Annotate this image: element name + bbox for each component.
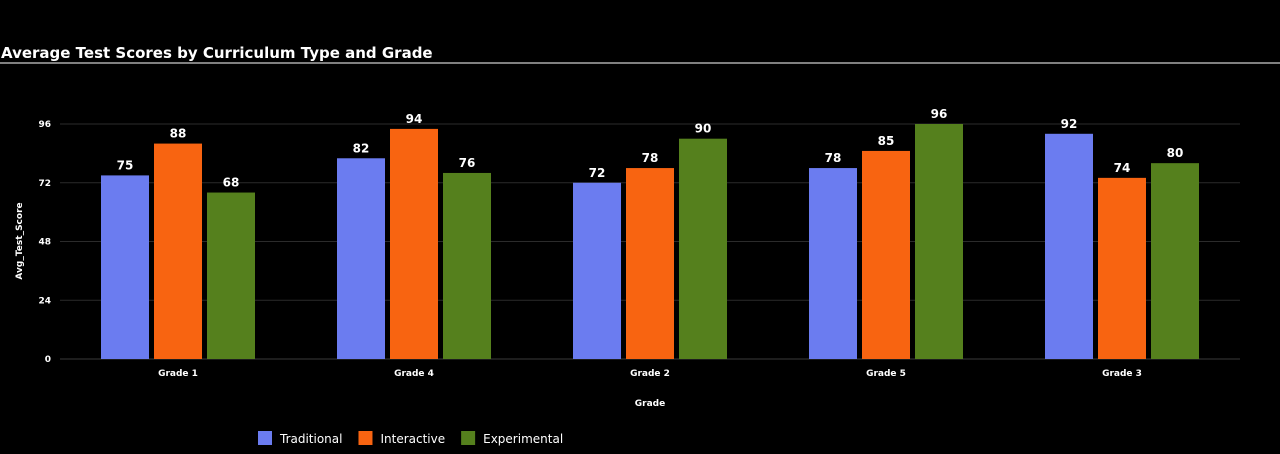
y-tick-label: 96 [38,120,51,130]
legend-label: Experimental [483,432,563,446]
bar-value-label: 94 [406,112,423,126]
bar-experimental [679,138,727,359]
bar-traditional [101,175,149,359]
bar-traditional [337,158,385,359]
bar-interactive [626,168,674,359]
bar-interactive [390,128,438,359]
bars [101,124,1199,359]
bar-value-label: 68 [223,176,240,190]
legend-item-experimental[interactable]: Experimental [461,431,563,446]
legend-swatch [258,431,272,445]
x-tick-label: Grade 2 [630,369,670,379]
bar-experimental [207,192,255,359]
legend: Traditional Interactive Experimental [258,431,563,446]
x-axis-ticks: Grade 1 Grade 4 Grade 2 Grade 5 Grade 3 [158,369,1142,379]
legend-swatch [461,431,476,445]
y-axis-ticks: 0 24 48 72 96 [38,120,51,365]
y-tick-label: 0 [45,355,51,365]
y-tick-label: 72 [38,179,51,189]
bar-value-label: 80 [1167,146,1184,160]
y-tick-label: 48 [38,238,51,248]
bar-experimental [915,124,963,359]
bar-interactive [154,143,202,359]
legend-item-traditional[interactable]: Traditional [258,431,342,446]
chart-title: Average Test Scores by Curriculum Type a… [1,44,433,62]
bar-value-label: 90 [695,122,712,136]
bar-interactive [862,150,910,359]
bar-traditional [1045,133,1093,359]
bar-traditional [573,182,621,359]
bar-value-label: 78 [825,151,842,165]
legend-item-interactive[interactable]: Interactive [358,431,445,446]
legend-label: Interactive [380,432,445,446]
y-axis-label: Avg_Test_Score [15,202,25,279]
x-tick-label: Grade 1 [158,369,198,379]
legend-label: Traditional [279,432,342,446]
x-tick-label: Grade 3 [1102,369,1142,379]
bar-value-label: 82 [353,141,370,155]
bar-value-label: 78 [642,151,659,165]
bar-experimental [443,172,491,359]
x-tick-label: Grade 4 [394,369,434,379]
bar-value-label: 96 [931,107,948,121]
x-tick-label: Grade 5 [866,369,906,379]
y-tick-label: 24 [38,296,51,306]
bar-traditional [809,168,857,359]
bar-experimental [1151,163,1199,359]
bar-value-label: 92 [1061,117,1078,131]
bar-value-label: 75 [117,158,134,172]
bar-value-label: 74 [1114,161,1131,175]
bar-value-label: 88 [170,127,187,141]
bar-interactive [1098,177,1146,359]
data-labels: 75 88 68 82 94 76 72 78 90 78 85 96 92 74 80 [117,107,1184,190]
bar-value-label: 85 [878,134,895,148]
legend-swatch [358,431,373,445]
bar-value-label: 76 [459,156,476,170]
bar-value-label: 72 [589,166,606,180]
x-axis-label: Grade [635,399,665,409]
